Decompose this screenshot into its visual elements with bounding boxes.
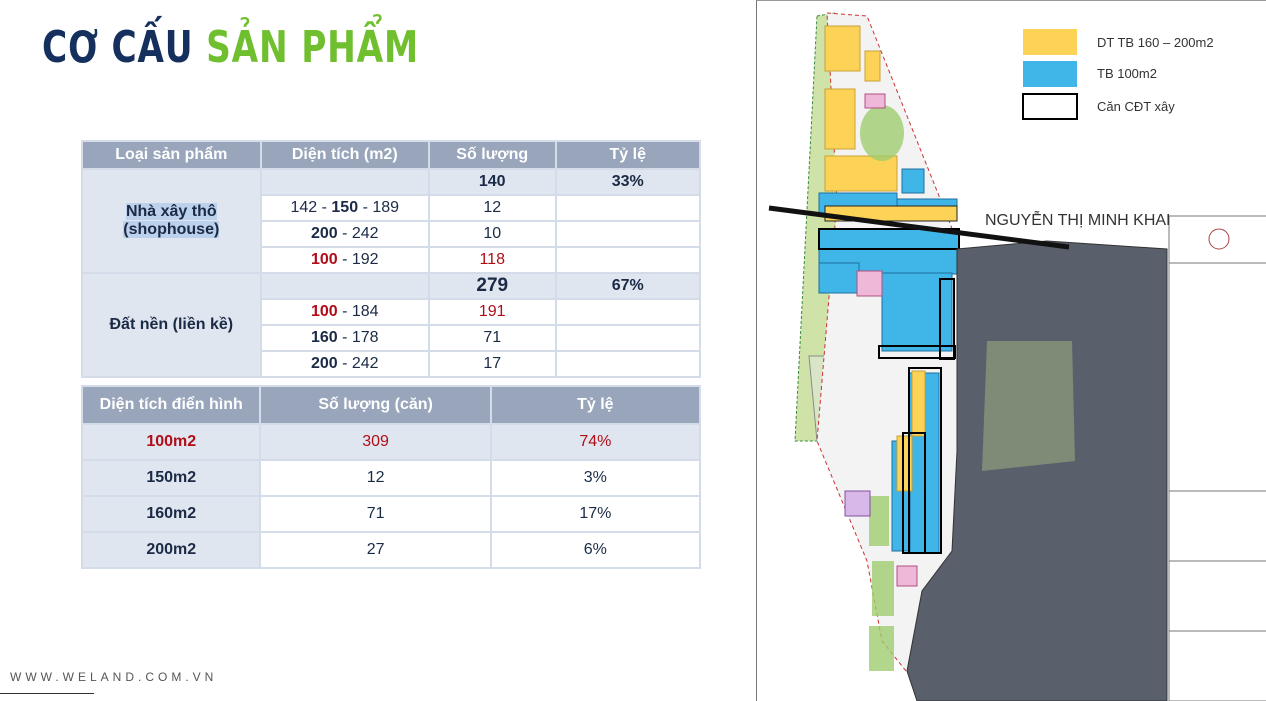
group-label-shophouse: Nhà xây thô (shophouse) xyxy=(81,168,262,274)
header-ratio: Tỷ lệ xyxy=(489,385,702,425)
site-plan-map: DT TB 160 – 200m2 TB 100m2 Căn CĐT xây N… xyxy=(756,0,1266,701)
table-row: 200 - 242 10 xyxy=(82,220,702,248)
table-row: 200 - 242 17 xyxy=(82,350,702,378)
road-line xyxy=(768,205,1070,250)
quantity: 118 xyxy=(427,246,557,274)
website-footer: WWW.WELAND.COM.VN xyxy=(10,670,218,684)
area-range: 100 - 192 xyxy=(259,246,430,274)
table-row: Nhà xây thô (shophouse) 140 33% xyxy=(81,168,702,274)
legend-label-large: DT TB 160 – 200m2 xyxy=(1097,35,1214,50)
header-quantity-units: Số lượng (căn) xyxy=(259,385,492,425)
group-total: 140 xyxy=(427,168,557,196)
product-structure-table: Loại sản phẩm Diện tích (m2) Số lượng Tỷ… xyxy=(81,140,702,378)
north-arrow-icon xyxy=(1208,228,1230,250)
road-label: NGUYỄN THỊ MINH KHAI xyxy=(985,210,1171,229)
page-title-part1: CƠ CẤU xyxy=(42,22,194,73)
qty-cell: 309 xyxy=(259,423,492,461)
qty-cell: 27 xyxy=(259,531,492,569)
ratio-cell: 3% xyxy=(489,459,702,497)
quantity: 10 xyxy=(427,220,557,248)
table-row: 150m2 12 3% xyxy=(80,459,702,497)
group-total: 279 xyxy=(427,272,557,300)
area-range: 200 - 242 xyxy=(259,220,430,248)
yellow-plots-north xyxy=(824,25,898,192)
table-row: 160 - 178 71 xyxy=(82,324,702,352)
table-row: 142 - 150 - 189 12 xyxy=(82,194,702,222)
quantity: 191 xyxy=(427,298,557,326)
east-green-park xyxy=(982,341,1075,471)
area-range: 100 - 184 xyxy=(259,298,430,326)
table-header-row: Diện tích điển hình Số lượng (căn) Tỷ lệ xyxy=(80,385,702,425)
header-quantity: Số lượng xyxy=(427,140,557,170)
qty-cell: 71 xyxy=(259,495,492,533)
ratio-cell: 74% xyxy=(489,423,702,461)
typical-area-table: Diện tích điển hình Số lượng (căn) Tỷ lệ… xyxy=(80,385,702,569)
table-row: 160m2 71 17% xyxy=(80,495,702,533)
header-product-type: Loại sản phẩm xyxy=(81,140,262,170)
drawing-title-block xyxy=(1168,215,1266,701)
group-ratio: 67% xyxy=(554,272,702,300)
table-header-row: Loại sản phẩm Diện tích (m2) Số lượng Tỷ… xyxy=(81,140,702,170)
page-title: CƠ CẤU SẢN PHẨM xyxy=(42,22,419,73)
header-typical-area: Diện tích điển hình xyxy=(80,385,262,425)
area-range: 200 - 242 xyxy=(259,350,430,378)
footer-divider xyxy=(0,693,94,694)
area-cell: 200m2 xyxy=(80,531,262,569)
table-row: 100 - 184 191 xyxy=(82,298,702,326)
quantity: 12 xyxy=(427,194,557,222)
quantity: 17 xyxy=(427,350,557,378)
qty-cell: 12 xyxy=(259,459,492,497)
ratio-cell: 17% xyxy=(489,495,702,533)
table-row: 100m2 309 74% xyxy=(80,423,702,461)
table-row: 100 - 192 118 xyxy=(82,246,702,274)
pink-plots xyxy=(844,93,918,587)
group-ratio: 33% xyxy=(554,168,702,196)
header-ratio: Tỷ lệ xyxy=(554,140,702,170)
site-plan-drawing: DT TB 160 – 200m2 TB 100m2 Căn CĐT xây N… xyxy=(768,12,1266,701)
table-row: Đất nền (liền kề) 279 67% xyxy=(81,272,702,378)
blue-swatch xyxy=(1023,61,1077,87)
yellow-swatch xyxy=(1023,29,1077,55)
legend-label-small: TB 100m2 xyxy=(1097,66,1157,81)
area-cell: 150m2 xyxy=(80,459,262,497)
ratio-cell: 6% xyxy=(489,531,702,569)
group-label-land: Đất nền (liền kề) xyxy=(81,272,262,378)
area-cell: 160m2 xyxy=(80,495,262,533)
outlined-box xyxy=(1022,93,1078,120)
developer-built-outlines xyxy=(818,228,960,554)
header-area: Diện tích (m2) xyxy=(259,140,430,170)
adjacent-residential-zone xyxy=(906,240,1168,701)
area-cell: 100m2 xyxy=(80,423,262,461)
area-range: 142 - 150 - 189 xyxy=(259,194,430,222)
quantity: 71 xyxy=(427,324,557,352)
page-title-part2: SẢN PHẨM xyxy=(206,22,419,73)
legend-label-developer: Căn CĐT xây xyxy=(1097,99,1175,114)
area-range: 160 - 178 xyxy=(259,324,430,352)
table-row: 200m2 27 6% xyxy=(80,531,702,569)
